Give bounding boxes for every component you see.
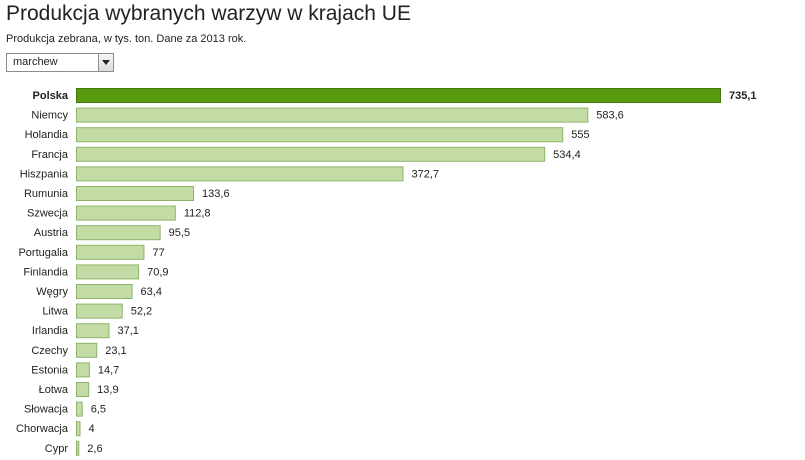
category-label: Irlandia [32, 325, 69, 337]
bar[interactable] [76, 401, 83, 417]
bar[interactable] [76, 264, 140, 280]
category-label: Finlandia [23, 266, 69, 278]
bar-chart: Polska 735,1 Niemcy 583,6 Holandia 555 Francja… [16, 88, 757, 456]
value-label: 4 [89, 423, 95, 435]
value-label: 14,7 [98, 364, 119, 376]
bar[interactable] [76, 342, 98, 358]
category-label: Czechy [31, 345, 68, 357]
category-label: Portugalia [18, 247, 68, 259]
bar[interactable] [76, 440, 80, 456]
value-label: 95,5 [169, 227, 190, 239]
category-label: Austria [34, 227, 69, 239]
bar[interactable] [76, 107, 589, 123]
bar[interactable] [76, 205, 176, 221]
vegetable-select[interactable]: marchew [6, 53, 114, 72]
value-label: 534,4 [553, 149, 581, 161]
value-label: 133,6 [202, 188, 230, 200]
value-label: 555 [571, 129, 589, 141]
bar[interactable] [76, 146, 546, 162]
chevron-down-icon [102, 60, 110, 65]
value-label: 6,5 [91, 404, 106, 416]
category-label: Szwecja [27, 208, 69, 220]
category-label: Cypr [45, 443, 69, 455]
bar[interactable] [76, 284, 133, 299]
value-label: 583,6 [596, 110, 624, 122]
chart-title: Produkcja wybranych warzyw w krajach UE [6, 2, 411, 25]
bar[interactable] [76, 421, 81, 437]
vegetable-select-value: marchew [13, 56, 58, 68]
value-label: 63,4 [141, 286, 162, 298]
bar[interactable] [76, 244, 145, 260]
chart-subtitle: Produkcja zebrana, w tys. ton. Dane za 2… [6, 33, 247, 45]
value-label: 112,8 [184, 208, 211, 220]
category-label: Litwa [42, 306, 69, 318]
bar[interactable] [76, 362, 90, 378]
value-label: 2,6 [87, 443, 102, 455]
value-label: 23,1 [105, 345, 126, 357]
bar[interactable] [76, 166, 404, 182]
category-label: Hiszpania [20, 168, 69, 180]
bar[interactable] [76, 382, 90, 397]
value-label: 735,1 [729, 90, 757, 102]
category-label: Chorwacja [16, 423, 69, 435]
dropdown-arrow-button[interactable] [98, 54, 113, 71]
value-label: 70,9 [147, 266, 168, 278]
category-label: Węgry [36, 286, 68, 298]
bar[interactable] [76, 186, 195, 201]
category-label: Estonia [31, 364, 69, 376]
category-label: Słowacja [24, 404, 69, 416]
category-label: Francja [31, 149, 69, 161]
value-label: 37,1 [118, 325, 139, 337]
bar[interactable] [76, 88, 721, 103]
bar[interactable] [76, 225, 161, 241]
bar[interactable] [76, 323, 110, 339]
category-label: Holandia [25, 129, 69, 141]
category-label: Polska [33, 90, 69, 102]
value-label: 372,7 [412, 168, 440, 180]
category-label: Łotwa [39, 384, 69, 396]
value-label: 77 [152, 247, 164, 259]
bar[interactable] [76, 303, 123, 319]
category-label: Rumunia [24, 188, 69, 200]
bar[interactable] [76, 127, 564, 143]
value-label: 52,2 [131, 306, 152, 318]
category-label: Niemcy [31, 110, 68, 122]
value-label: 13,9 [97, 384, 118, 396]
